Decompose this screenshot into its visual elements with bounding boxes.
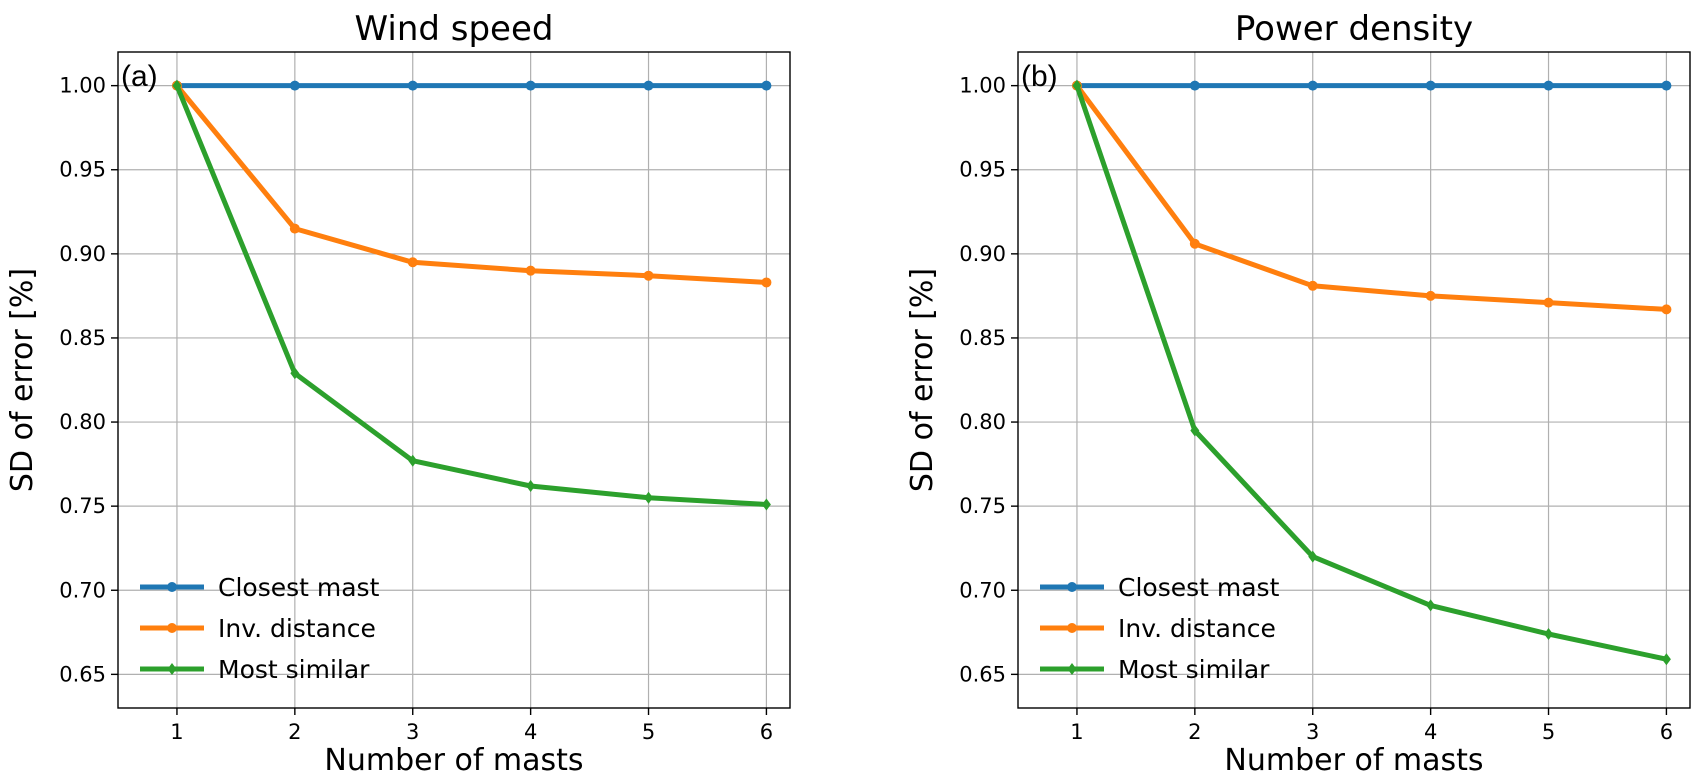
x-tick-label: 2 [288,720,301,744]
x-axis-label: Number of masts [1224,743,1483,778]
panel-label: (a) [121,60,158,93]
x-axis-label: Number of masts [324,743,583,778]
data-point [643,80,654,91]
x-tick-label: 3 [406,720,419,744]
data-point [1189,238,1200,249]
data-point [1661,80,1672,91]
x-tick-label: 5 [1542,720,1555,744]
series-line-most-similar [174,83,769,507]
data-point [525,265,536,276]
y-tick-label: 0.70 [959,578,1006,602]
y-tick-label: 0.85 [59,326,106,350]
legend-marker [1067,623,1077,633]
x-tick-label: 3 [1306,720,1319,744]
legend-label: Most similar [1118,655,1270,684]
legend-label: Inv. distance [1118,614,1276,643]
data-point [408,454,418,467]
data-point [1190,424,1200,437]
data-point [1307,280,1318,291]
data-point [289,80,300,91]
y-tick-label: 0.80 [59,410,106,434]
data-point [1544,627,1554,640]
legend-marker [1067,582,1077,592]
legend-label: Closest mast [1118,573,1280,602]
legend: Closest mast Inv. distance Most similar [1040,573,1280,684]
y-tick-label: 0.85 [959,326,1006,350]
legend-marker [167,663,177,675]
data-point [1425,80,1436,91]
data-point [1661,304,1672,315]
legend-marker [1067,663,1077,675]
y-tick-label: 0.75 [59,494,106,518]
data-point [1661,653,1671,666]
x-tick-label: 4 [1424,720,1437,744]
data-point [1426,599,1436,612]
legend-label: Most similar [218,655,370,684]
y-tick-label: 0.75 [959,494,1006,518]
y-tick-label: 0.90 [59,242,106,266]
x-tick-label: 1 [1070,720,1083,744]
y-tick-label: 0.80 [959,410,1006,434]
plot-frame [117,51,791,709]
data-point [1072,79,1082,92]
data-point [526,479,536,492]
data-point [1189,80,1200,91]
x-tick-label: 6 [760,720,773,744]
data-point [643,270,654,281]
series-line-inv-distance [1074,83,1669,312]
data-point [290,367,300,380]
chart-title: Wind speed [355,9,554,49]
data-point [407,257,418,268]
series-line-inv-distance [174,83,769,285]
y-axis-label: SD of error [%] [905,268,940,492]
y-tick-label: 0.65 [959,662,1006,686]
data-point [644,491,654,504]
data-point [1307,80,1318,91]
x-tick-label: 6 [1660,720,1673,744]
x-tick-label: 2 [1188,720,1201,744]
data-point [761,498,771,511]
y-tick-label: 0.70 [59,578,106,602]
panel-wind-speed: 1 2 3 4 5 6 0.65 0.70 0.75 0.80 0.85 0.90 0.95 1.00 Wi… [5,9,791,778]
data-point [1543,80,1554,91]
data-point [1308,550,1318,563]
data-point [1425,290,1436,301]
panel-label: (b) [1021,60,1058,93]
y-tick-label: 0.90 [959,242,1006,266]
data-point [407,80,418,91]
data-point [289,223,300,234]
panel-power-density: 1 2 3 4 5 6 0.65 0.70 0.75 0.80 0.85 0.90 0.95 1.00 Po… [905,9,1691,778]
data-point [761,80,772,91]
y-tick-label: 0.95 [59,158,106,182]
y-tick-label: 0.95 [959,158,1006,182]
data-point [172,79,182,92]
plot-frame [1017,51,1691,709]
x-tick-label: 5 [642,720,655,744]
x-tick-label: 4 [524,720,537,744]
data-point [761,277,772,288]
y-axis-label: SD of error [%] [5,268,40,492]
legend-label: Closest mast [218,573,380,602]
legend: Closest mast Inv. distance Most similar [140,573,380,684]
data-point [525,80,536,91]
y-tick-label: 1.00 [959,74,1006,98]
legend-marker [167,623,177,633]
data-point [1543,297,1554,308]
chart-title: Power density [1235,9,1473,49]
y-tick-label: 1.00 [59,74,106,98]
legend-marker [167,582,177,592]
legend-label: Inv. distance [218,614,376,643]
series-line-most-similar [1074,83,1669,662]
x-tick-label: 1 [170,720,183,744]
y-tick-label: 0.65 [59,662,106,686]
